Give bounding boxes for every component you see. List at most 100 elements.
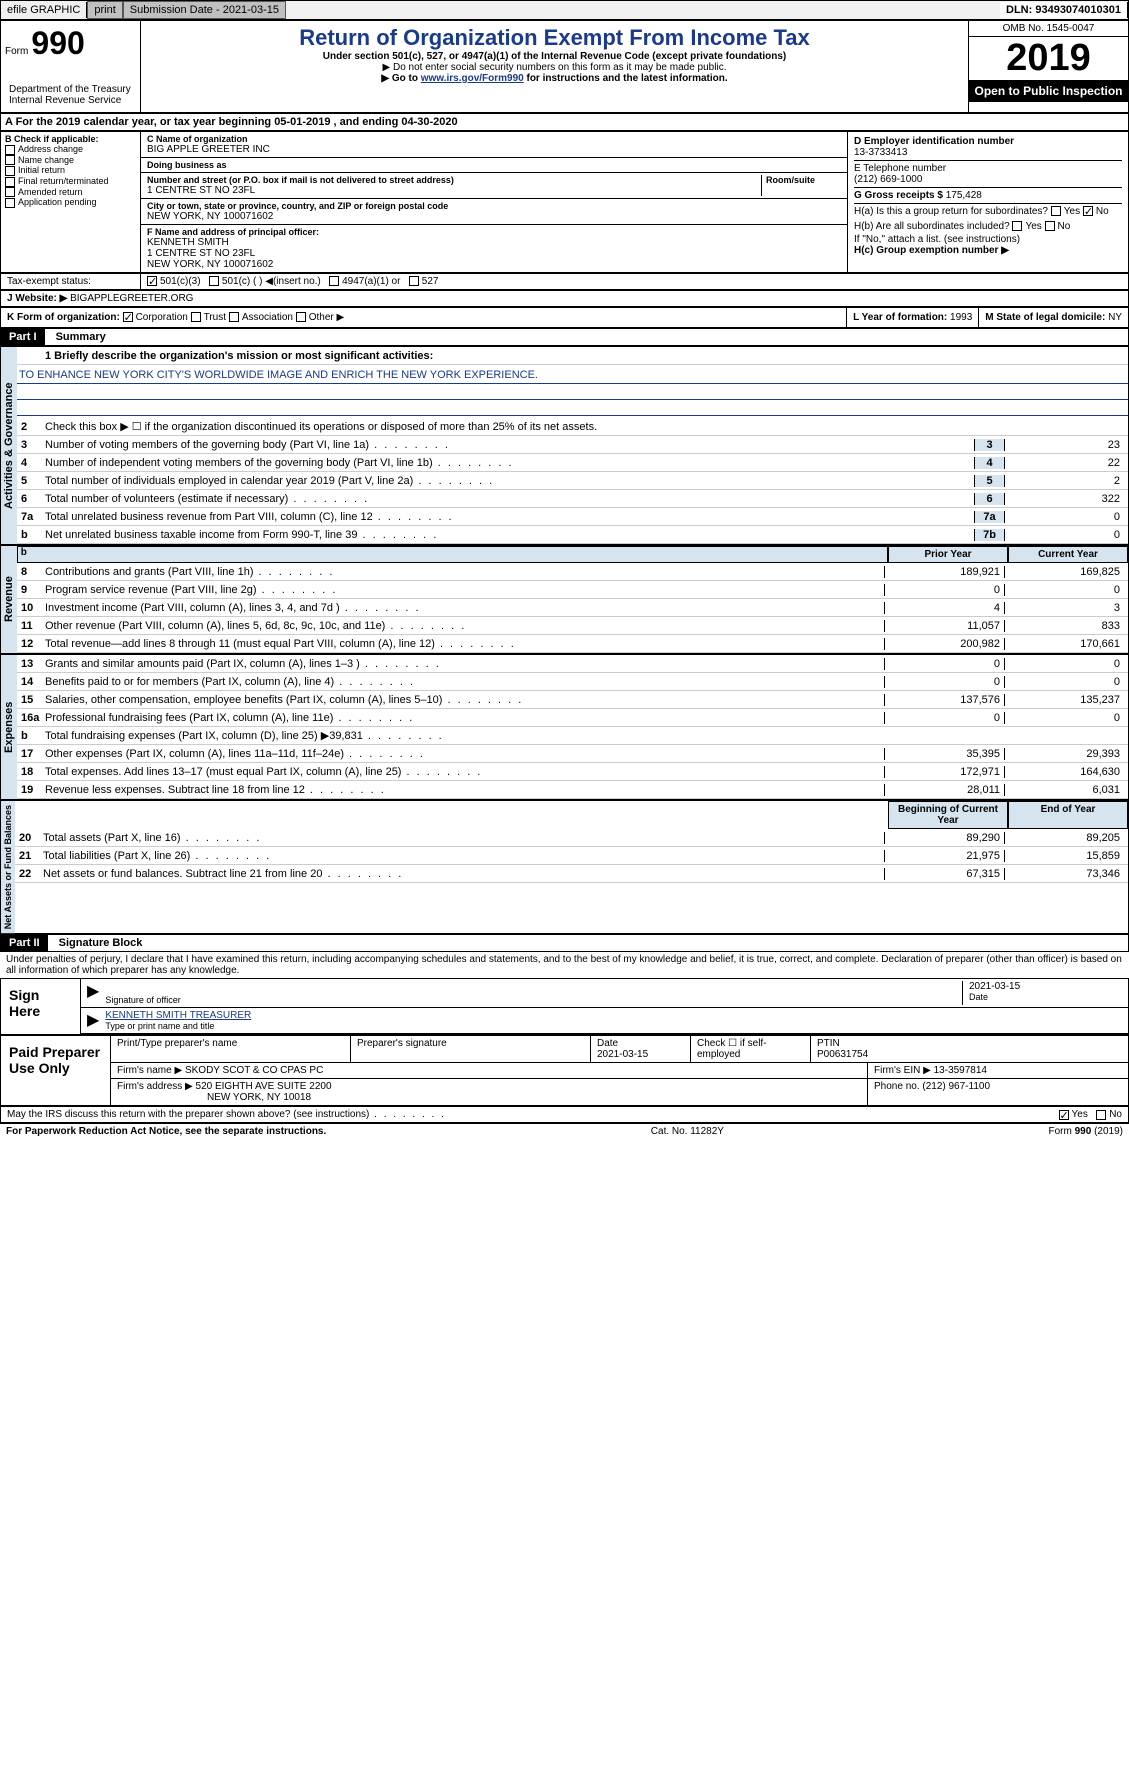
summary-line: 22Net assets or fund balances. Subtract … [15, 865, 1128, 883]
tax-year: 2019 [969, 37, 1128, 80]
end-year-header: End of Year [1008, 801, 1128, 829]
website-row: J Website: ▶ BIGAPPLEGREETER.ORG [0, 290, 1129, 307]
netassets-section: Net Assets or Fund Balances Beginning of… [0, 800, 1129, 934]
chk-address: Address change [5, 144, 136, 155]
city-state-zip: NEW YORK, NY 100071602 [147, 211, 841, 222]
summary-line: 19Revenue less expenses. Subtract line 1… [17, 781, 1128, 799]
footer: For Paperwork Reduction Act Notice, see … [0, 1123, 1129, 1139]
summary-line: bTotal fundraising expenses (Part IX, co… [17, 727, 1128, 745]
firm-name: SKODY SCOT & CO CPAS PC [185, 1065, 323, 1076]
chk-assoc[interactable] [229, 312, 239, 322]
form-version: Form 990 (2019) [1049, 1126, 1123, 1137]
sign-block: Sign Here ▶ Signature of officer 2021-03… [0, 978, 1129, 1035]
sig-arrow-icon: ▶ [87, 981, 99, 1005]
governance-section: Activities & Governance 1 Briefly descri… [0, 346, 1129, 545]
expenses-section: Expenses 13Grants and similar amounts pa… [0, 654, 1129, 800]
col-b: B Check if applicable: Address change Na… [1, 132, 141, 272]
officer-print-name: KENNETH SMITH TREASURER [105, 1010, 251, 1021]
declaration: Under penalties of perjury, I declare th… [0, 952, 1129, 978]
mission-blank1 [17, 386, 1128, 400]
governance-label: Activities & Governance [1, 347, 17, 544]
hb-no[interactable] [1045, 221, 1055, 231]
year-formation: 1993 [950, 312, 972, 323]
prior-year-header: Prior Year [888, 546, 1008, 563]
efile-label: efile GRAPHIC [1, 2, 87, 18]
print-button[interactable]: print [87, 1, 122, 19]
street-address: 1 CENTRE ST NO 23FL [147, 185, 761, 196]
form-header: Form 990 Department of the Treasury Inte… [0, 20, 1129, 113]
chk-pending: Application pending [5, 197, 136, 208]
sign-here-label: Sign Here [1, 979, 81, 1034]
summary-line: 4Number of independent voting members of… [17, 454, 1128, 472]
form-name-block: Form 990 Department of the Treasury Inte… [1, 21, 141, 112]
open-public: Open to Public Inspection [969, 80, 1128, 102]
mission-blank2 [17, 402, 1128, 416]
klm-row: K Form of organization: Corporation Trus… [0, 307, 1129, 328]
col-c: C Name of organization BIG APPLE GREETER… [141, 132, 848, 272]
officer-name: KENNETH SMITH [147, 237, 841, 248]
firm-ein: 13-3597814 [934, 1065, 987, 1076]
ein: 13-3733413 [854, 147, 1122, 158]
paid-preparer-label: Paid Preparer Use Only [1, 1036, 111, 1105]
irs-link[interactable]: www.irs.gov/Form990 [421, 73, 524, 84]
org-name: BIG APPLE GREETER INC [147, 144, 841, 155]
summary-line: 3Number of voting members of the governi… [17, 436, 1128, 454]
form-title: Return of Organization Exempt From Incom… [145, 25, 964, 51]
summary-line: 17Other expenses (Part IX, column (A), l… [17, 745, 1128, 763]
chk-initial: Initial return [5, 165, 136, 176]
gross-receipts: 175,428 [946, 190, 982, 201]
hb-yes[interactable] [1012, 221, 1022, 231]
part-i-header: Part I Summary [0, 328, 1129, 346]
sign-date: 2021-03-15 [969, 981, 1122, 992]
summary-line: 6Total number of volunteers (estimate if… [17, 490, 1128, 508]
section-a: A For the 2019 calendar year, or tax yea… [0, 113, 1129, 131]
chk-other[interactable] [296, 312, 306, 322]
chk-trust[interactable] [191, 312, 201, 322]
revenue-label: Revenue [1, 546, 17, 653]
ha-no[interactable] [1083, 206, 1093, 216]
chk-527[interactable] [409, 276, 419, 286]
chk-501c3[interactable] [147, 276, 157, 286]
ha-yes[interactable] [1051, 206, 1061, 216]
expenses-label: Expenses [1, 655, 17, 799]
summary-line: 21Total liabilities (Part X, line 26)21,… [15, 847, 1128, 865]
summary-line: 9Program service revenue (Part VIII, lin… [17, 581, 1128, 599]
website: BIGAPPLEGREETER.ORG [70, 293, 193, 304]
cat-no: Cat. No. 11282Y [651, 1126, 724, 1137]
part-ii-header: Part II Signature Block [0, 934, 1129, 952]
summary-line: 8Contributions and grants (Part VIII, li… [17, 563, 1128, 581]
chk-4947[interactable] [329, 276, 339, 286]
prep-date: 2021-03-15 [597, 1049, 648, 1060]
discuss-row: May the IRS discuss this return with the… [0, 1106, 1129, 1123]
phone: (212) 669-1000 [854, 174, 1122, 185]
dept-label: Department of the Treasury Internal Reve… [5, 82, 136, 108]
revenue-section: Revenue b Prior Year Current Year 8Contr… [0, 545, 1129, 654]
firm-addr2: NEW YORK, NY 10018 [207, 1092, 311, 1103]
summary-line: 12Total revenue—add lines 8 through 11 (… [17, 635, 1128, 653]
summary-line: 10Investment income (Part VIII, column (… [17, 599, 1128, 617]
info-grid: B Check if applicable: Address change Na… [0, 131, 1129, 273]
begin-year-header: Beginning of Current Year [888, 801, 1008, 829]
year-block: OMB No. 1545-0047 2019 Open to Public In… [968, 21, 1128, 112]
summary-line: 14Benefits paid to or for members (Part … [17, 673, 1128, 691]
tax-status-row: Tax-exempt status: 501(c)(3) 501(c) ( ) … [0, 273, 1129, 290]
top-bar: efile GRAPHIC print Submission Date - 20… [0, 0, 1129, 20]
summary-line: 11Other revenue (Part VIII, column (A), … [17, 617, 1128, 635]
chk-501c[interactable] [209, 276, 219, 286]
firm-addr1: 520 EIGHTH AVE SUITE 2200 [196, 1081, 332, 1092]
col-d: D Employer identification number 13-3733… [848, 132, 1128, 272]
dln: DLN: 93493074010301 [1000, 2, 1128, 18]
summary-line: 5Total number of individuals employed in… [17, 472, 1128, 490]
officer-addr1: 1 CENTRE ST NO 23FL [147, 248, 841, 259]
discuss-no[interactable] [1096, 1110, 1106, 1120]
current-year-header: Current Year [1008, 546, 1128, 563]
summary-line: 7aTotal unrelated business revenue from … [17, 508, 1128, 526]
discuss-yes[interactable] [1059, 1110, 1069, 1120]
summary-line: bNet unrelated business taxable income f… [17, 526, 1128, 544]
chk-corp[interactable] [123, 312, 133, 322]
note-goto: ▶ Go to www.irs.gov/Form990 for instruct… [145, 73, 964, 84]
sig-arrow-icon-2: ▶ [87, 1010, 99, 1031]
summary-line: 18Total expenses. Add lines 13–17 (must … [17, 763, 1128, 781]
omb: OMB No. 1545-0047 [969, 21, 1128, 37]
state-domicile: NY [1108, 312, 1122, 323]
